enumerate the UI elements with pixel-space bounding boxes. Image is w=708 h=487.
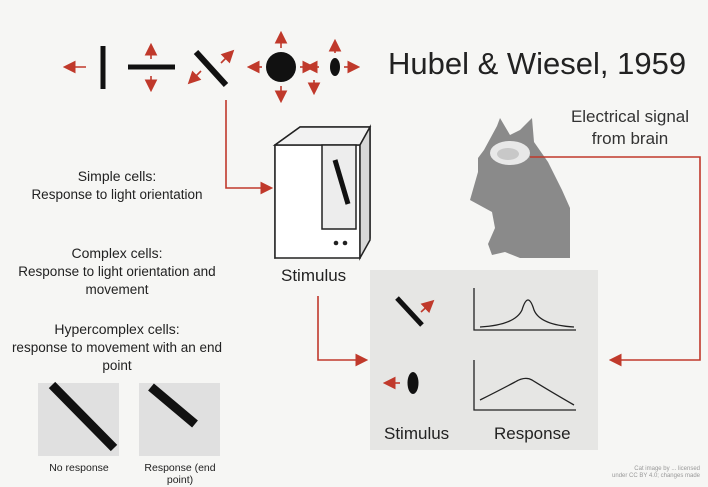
monitor-to-panel-arrow	[317, 296, 369, 367]
large-dot-icon	[266, 52, 296, 82]
hypercomplex-cells-heading: Hypercomplex cells:	[54, 321, 180, 337]
diagonal-arrow-down-icon	[187, 70, 202, 85]
hypercomplex-cells-text: Hypercomplex cells: response to movement…	[2, 320, 232, 375]
panel-stimulus-label: Stimulus	[384, 424, 450, 443]
image-credit: Cat image by ... licensed under CC BY 4.…	[560, 466, 700, 480]
small-dot-icon	[330, 58, 340, 76]
simple-cells-text: Simple cells: Response to light orientat…	[2, 167, 232, 204]
electrical-signal-label: Electrical signal from brain	[570, 107, 690, 148]
stimulus-row	[62, 30, 361, 104]
diagonal-arrow-up-icon	[220, 49, 235, 64]
end-point-caption: Response (end point)	[144, 462, 216, 486]
response-graph-1	[473, 288, 576, 331]
example-end-point	[139, 383, 220, 456]
response-graphics	[382, 288, 576, 411]
diagonal-bar-icon	[193, 49, 229, 88]
row-to-monitor-arrow	[225, 100, 274, 195]
example-no-response	[38, 381, 119, 456]
simple-cells-heading: Simple cells:	[77, 168, 157, 184]
response-graph-2	[473, 360, 576, 411]
response-panel	[370, 270, 598, 450]
simple-cells-desc: Response to light orientation	[31, 187, 203, 202]
cat-image	[470, 118, 570, 258]
signal-arrow	[530, 156, 701, 367]
complex-cells-desc: Response to light orientation and moveme…	[18, 264, 216, 297]
stimulus-monitor	[272, 124, 372, 261]
panel-response-label: Response	[494, 424, 571, 443]
complex-cells-text: Complex cells: Response to light orienta…	[2, 244, 232, 299]
panel-dot-icon	[407, 372, 419, 394]
page-title: Hubel & Wiesel, 1959	[388, 46, 687, 81]
monitor-stimulus-label: Stimulus	[281, 266, 347, 285]
complex-cells-heading: Complex cells:	[71, 245, 163, 261]
credit-line-2: under CC BY 4.0; changes made	[612, 473, 700, 479]
hypercomplex-cells-desc: response to movement with an end point	[11, 340, 223, 373]
no-response-caption: No response	[49, 462, 109, 474]
panel-diagonal-bar-icon	[395, 296, 424, 327]
credit-line-1: Cat image by ... licensed	[634, 466, 700, 472]
